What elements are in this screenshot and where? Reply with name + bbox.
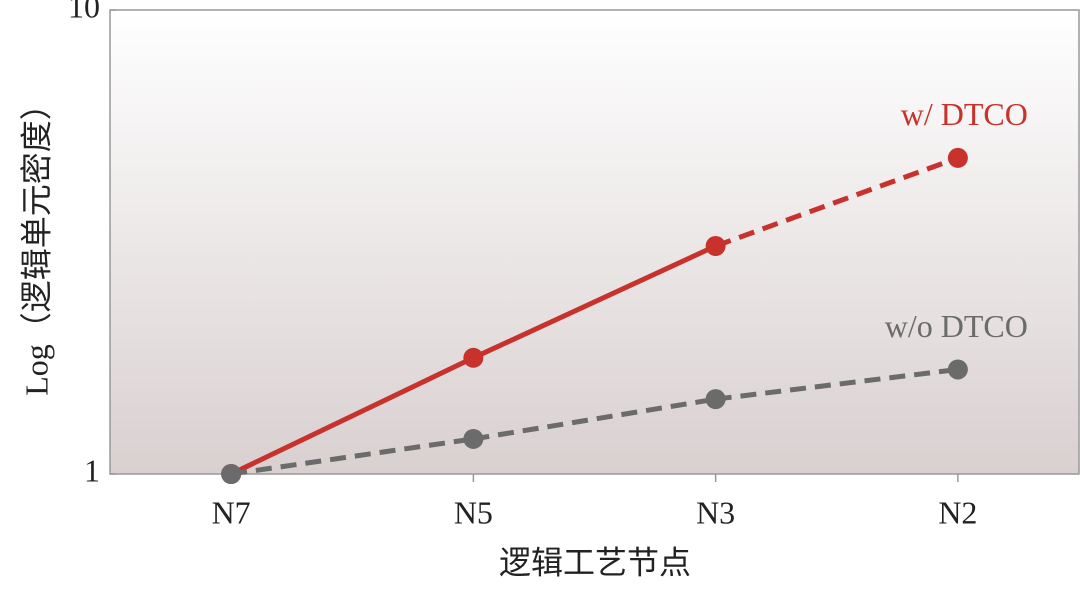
data-point [705, 389, 726, 410]
series-segment [714, 155, 959, 249]
data-point [947, 147, 968, 168]
y-axis-label: Log（逻辑单元密度） [18, 88, 54, 396]
data-point [705, 236, 726, 257]
data-point [947, 359, 968, 380]
plot-area [109, 9, 1080, 475]
y-tick-label: 10 [68, 0, 100, 24]
x-tick-label: N2 [938, 494, 977, 530]
series-label: w/ DTCO [901, 96, 1028, 132]
x-axis-label: 逻辑工艺节点 [499, 544, 691, 580]
x-tick-label: N5 [454, 494, 493, 530]
series-segment [472, 243, 717, 361]
series-segment [230, 355, 475, 477]
series-label: w/o DTCO [885, 308, 1028, 344]
series-segment [472, 396, 717, 442]
y-tick-label: 1 [84, 452, 100, 488]
series-segment [715, 366, 959, 402]
x-tick-label: N7 [212, 494, 251, 530]
data-point [463, 347, 484, 368]
data-point [221, 464, 242, 484]
x-tick-label: N3 [696, 494, 735, 530]
series-segment [230, 436, 474, 477]
data-point [463, 428, 484, 449]
